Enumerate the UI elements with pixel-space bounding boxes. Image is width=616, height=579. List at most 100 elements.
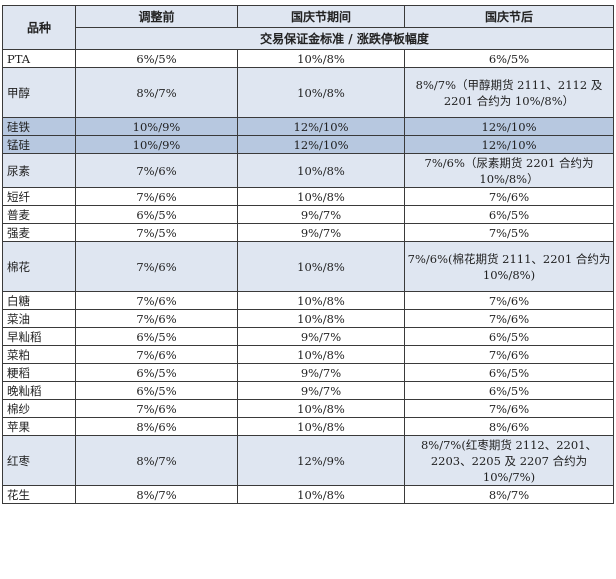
- table-row: PTA 6%/5% 10%/8% 6%/5%: [2, 49, 614, 68]
- cell-before: 7%/6%: [75, 345, 238, 364]
- cell-variety: 硅铁: [2, 117, 76, 136]
- cell-before: 8%/7%: [75, 67, 238, 118]
- subheader-row: 交易保证金标准 / 涨跌停板幅度: [3, 27, 614, 50]
- cell-during: 9%/7%: [237, 363, 405, 382]
- table-row: 白糖 7%/6% 10%/8% 7%/6%: [2, 291, 614, 310]
- table-row: 菜油 7%/6% 10%/8% 7%/6%: [2, 309, 614, 328]
- cell-variety: 早籼稻: [2, 327, 76, 346]
- cell-after: 7%/6%: [404, 309, 614, 328]
- cell-before: 7%/6%: [75, 291, 238, 310]
- cell-variety: 锰硅: [2, 135, 76, 154]
- table-row: 硅铁 10%/9% 12%/10% 12%/10%: [2, 117, 614, 136]
- cell-variety: 短纤: [2, 187, 76, 206]
- table-row: 短纤 7%/6% 10%/8% 7%/6%: [2, 187, 614, 206]
- cell-before: 7%/6%: [75, 187, 238, 206]
- cell-before: 10%/9%: [75, 135, 238, 154]
- table-row: 红枣 8%/7% 12%/9% 8%/7%(红枣期货 2112、2201、220…: [2, 435, 614, 486]
- margin-table-container: 品种 调整前 国庆节期间 国庆节后 交易保证金标准 / 涨跌停板幅度 PTA 6…: [2, 5, 614, 504]
- cell-during: 9%/7%: [237, 381, 405, 400]
- table-row: 棉纱 7%/6% 10%/8% 7%/6%: [2, 399, 614, 418]
- cell-before: 7%/5%: [75, 223, 238, 242]
- table-row: 锰硅 10%/9% 12%/10% 12%/10%: [2, 135, 614, 154]
- cell-after: 6%/5%: [404, 49, 614, 68]
- cell-after: 8%/7%(红枣期货 2112、2201、2203、2205 及 2207 合约…: [404, 435, 614, 486]
- cell-variety: 强麦: [2, 223, 76, 242]
- header-row: 品种 调整前 国庆节期间 国庆节后: [2, 5, 614, 50]
- cell-during: 10%/8%: [237, 399, 405, 418]
- cell-after: 8%/6%: [404, 417, 614, 436]
- header-variety: 品种: [2, 5, 76, 50]
- cell-during: 10%/8%: [237, 187, 405, 206]
- cell-before: 7%/6%: [75, 399, 238, 418]
- cell-during: 10%/8%: [237, 417, 405, 436]
- cell-during: 10%/8%: [237, 485, 405, 504]
- cell-during: 12%/9%: [237, 435, 405, 486]
- header-after: 国庆节后: [404, 5, 614, 28]
- cell-variety: 菜油: [2, 309, 76, 328]
- cell-variety: 白糖: [2, 291, 76, 310]
- cell-during: 9%/7%: [237, 327, 405, 346]
- cell-after: 7%/6%: [404, 345, 614, 364]
- table-row: 苹果 8%/6% 10%/8% 8%/6%: [2, 417, 614, 436]
- cell-before: 7%/6%: [75, 309, 238, 328]
- table-row: 早籼稻 6%/5% 9%/7% 6%/5%: [2, 327, 614, 346]
- cell-after: 12%/10%: [404, 135, 614, 154]
- header-before: 调整前: [75, 5, 238, 28]
- cell-after: 8%/7%: [404, 485, 614, 504]
- table-row: 尿素 7%/6% 10%/8% 7%/6%（尿素期货 2201 合约为 10%/…: [2, 153, 614, 188]
- cell-during: 9%/7%: [237, 205, 405, 224]
- cell-before: 6%/5%: [75, 327, 238, 346]
- cell-during: 10%/8%: [237, 309, 405, 328]
- cell-before: 8%/7%: [75, 435, 238, 486]
- cell-after: 7%/6%(棉花期货 2111、2201 合约为 10%/8%): [404, 241, 614, 292]
- cell-after: 7%/6%（尿素期货 2201 合约为 10%/8%）: [404, 153, 614, 188]
- cell-before: 6%/5%: [75, 363, 238, 382]
- table-row: 晚籼稻 6%/5% 9%/7% 6%/5%: [2, 381, 614, 400]
- cell-during: 10%/8%: [237, 67, 405, 118]
- cell-variety: 晚籼稻: [2, 381, 76, 400]
- header-subheader: 交易保证金标准 / 涨跌停板幅度: [75, 27, 614, 50]
- cell-after: 6%/5%: [404, 381, 614, 400]
- cell-variety: 棉纱: [2, 399, 76, 418]
- cell-during: 10%/8%: [237, 345, 405, 364]
- cell-before: 6%/5%: [75, 205, 238, 224]
- table-row: 强麦 7%/5% 9%/7% 7%/5%: [2, 223, 614, 242]
- cell-during: 12%/10%: [237, 117, 405, 136]
- cell-before: 6%/5%: [75, 49, 238, 68]
- cell-after: 7%/6%: [404, 399, 614, 418]
- cell-during: 10%/8%: [237, 153, 405, 188]
- cell-during: 12%/10%: [237, 135, 405, 154]
- table-row: 普麦 6%/5% 9%/7% 6%/5%: [2, 205, 614, 224]
- cell-after: 12%/10%: [404, 117, 614, 136]
- cell-before: 7%/6%: [75, 241, 238, 292]
- cell-after: 7%/6%: [404, 291, 614, 310]
- cell-variety: 菜粕: [2, 345, 76, 364]
- cell-before: 8%/7%: [75, 485, 238, 504]
- cell-after: 8%/7%（甲醇期货 2111、2112 及 2201 合约为 10%/8%）: [404, 67, 614, 118]
- margin-limit-table: 品种 调整前 国庆节期间 国庆节后 交易保证金标准 / 涨跌停板幅度 PTA 6…: [2, 5, 614, 504]
- cell-variety: 尿素: [2, 153, 76, 188]
- cell-after: 6%/5%: [404, 327, 614, 346]
- cell-before: 6%/5%: [75, 381, 238, 400]
- cell-variety: PTA: [2, 49, 76, 68]
- cell-variety: 普麦: [2, 205, 76, 224]
- cell-during: 10%/8%: [237, 49, 405, 68]
- cell-after: 7%/6%: [404, 187, 614, 206]
- table-row: 花生 8%/7% 10%/8% 8%/7%: [2, 485, 614, 504]
- cell-during: 9%/7%: [237, 223, 405, 242]
- cell-during: 10%/8%: [237, 241, 405, 292]
- cell-variety: 甲醇: [2, 67, 76, 118]
- cell-after: 7%/5%: [404, 223, 614, 242]
- cell-after: 6%/5%: [404, 363, 614, 382]
- cell-during: 10%/8%: [237, 291, 405, 310]
- table-row: 棉花 7%/6% 10%/8% 7%/6%(棉花期货 2111、2201 合约为…: [2, 241, 614, 292]
- cell-variety: 棉花: [2, 241, 76, 292]
- cell-variety: 花生: [2, 485, 76, 504]
- cell-before: 8%/6%: [75, 417, 238, 436]
- cell-variety: 粳稻: [2, 363, 76, 382]
- header-during: 国庆节期间: [237, 5, 405, 28]
- cell-variety: 苹果: [2, 417, 76, 436]
- table-row: 菜粕 7%/6% 10%/8% 7%/6%: [2, 345, 614, 364]
- table-row: 甲醇 8%/7% 10%/8% 8%/7%（甲醇期货 2111、2112 及 2…: [2, 67, 614, 118]
- cell-before: 7%/6%: [75, 153, 238, 188]
